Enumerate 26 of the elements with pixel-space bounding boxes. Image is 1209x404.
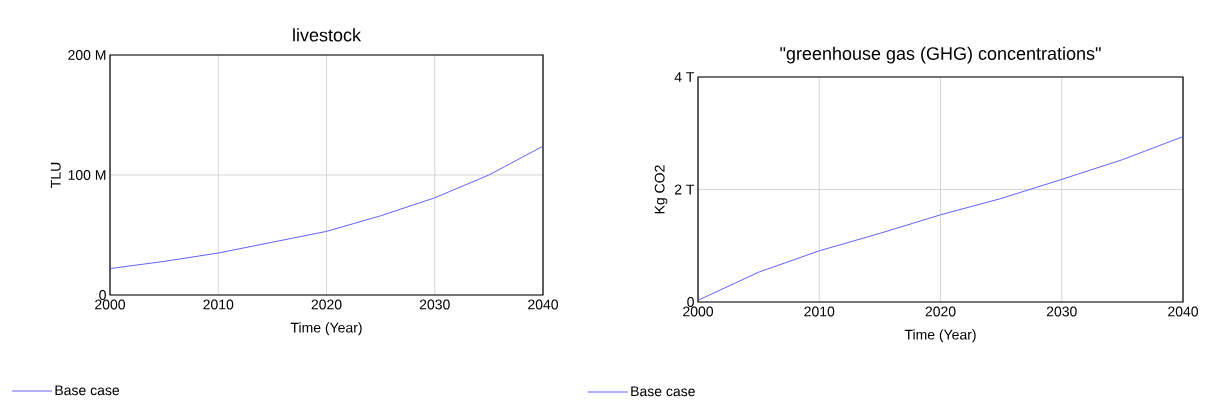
- line-series: [698, 136, 1184, 301]
- x-tick-label: 2040: [528, 299, 559, 310]
- chart-title: "greenhouse gas (GHG) concentrations": [780, 46, 1101, 64]
- y-tick-label: 0: [687, 297, 694, 307]
- chart-title: livestock: [293, 28, 362, 42]
- legend-label: Base case: [55, 385, 120, 396]
- y-tick-label: 200 M: [68, 50, 106, 60]
- y-tick-label: 100 M: [68, 170, 106, 180]
- x-tick-label: 2010: [804, 306, 835, 317]
- x-tick-label: 2020: [925, 306, 956, 317]
- x-tick-label: 2030: [419, 299, 450, 310]
- y-tick-label: 4 T: [674, 72, 695, 82]
- x-tick-label: 2030: [1046, 306, 1077, 317]
- x-axis-title: Time (Year): [290, 322, 362, 336]
- legend-label: Base case: [631, 386, 695, 397]
- x-tick-label: 2000: [95, 299, 126, 310]
- x-tick-label: 2040: [1168, 306, 1199, 317]
- y-tick-label: 2 T: [674, 184, 695, 195]
- y-tick-label: 0: [99, 290, 106, 300]
- x-tick-label: 2020: [311, 299, 342, 310]
- x-tick-label: 2000: [683, 306, 714, 317]
- x-axis-title: Time (Year): [904, 329, 976, 343]
- y-axis-title: Kg CO2: [654, 165, 668, 214]
- x-tick-label: 2010: [203, 299, 234, 310]
- line-series: [110, 145, 543, 270]
- y-axis-title: TLU: [50, 162, 61, 188]
